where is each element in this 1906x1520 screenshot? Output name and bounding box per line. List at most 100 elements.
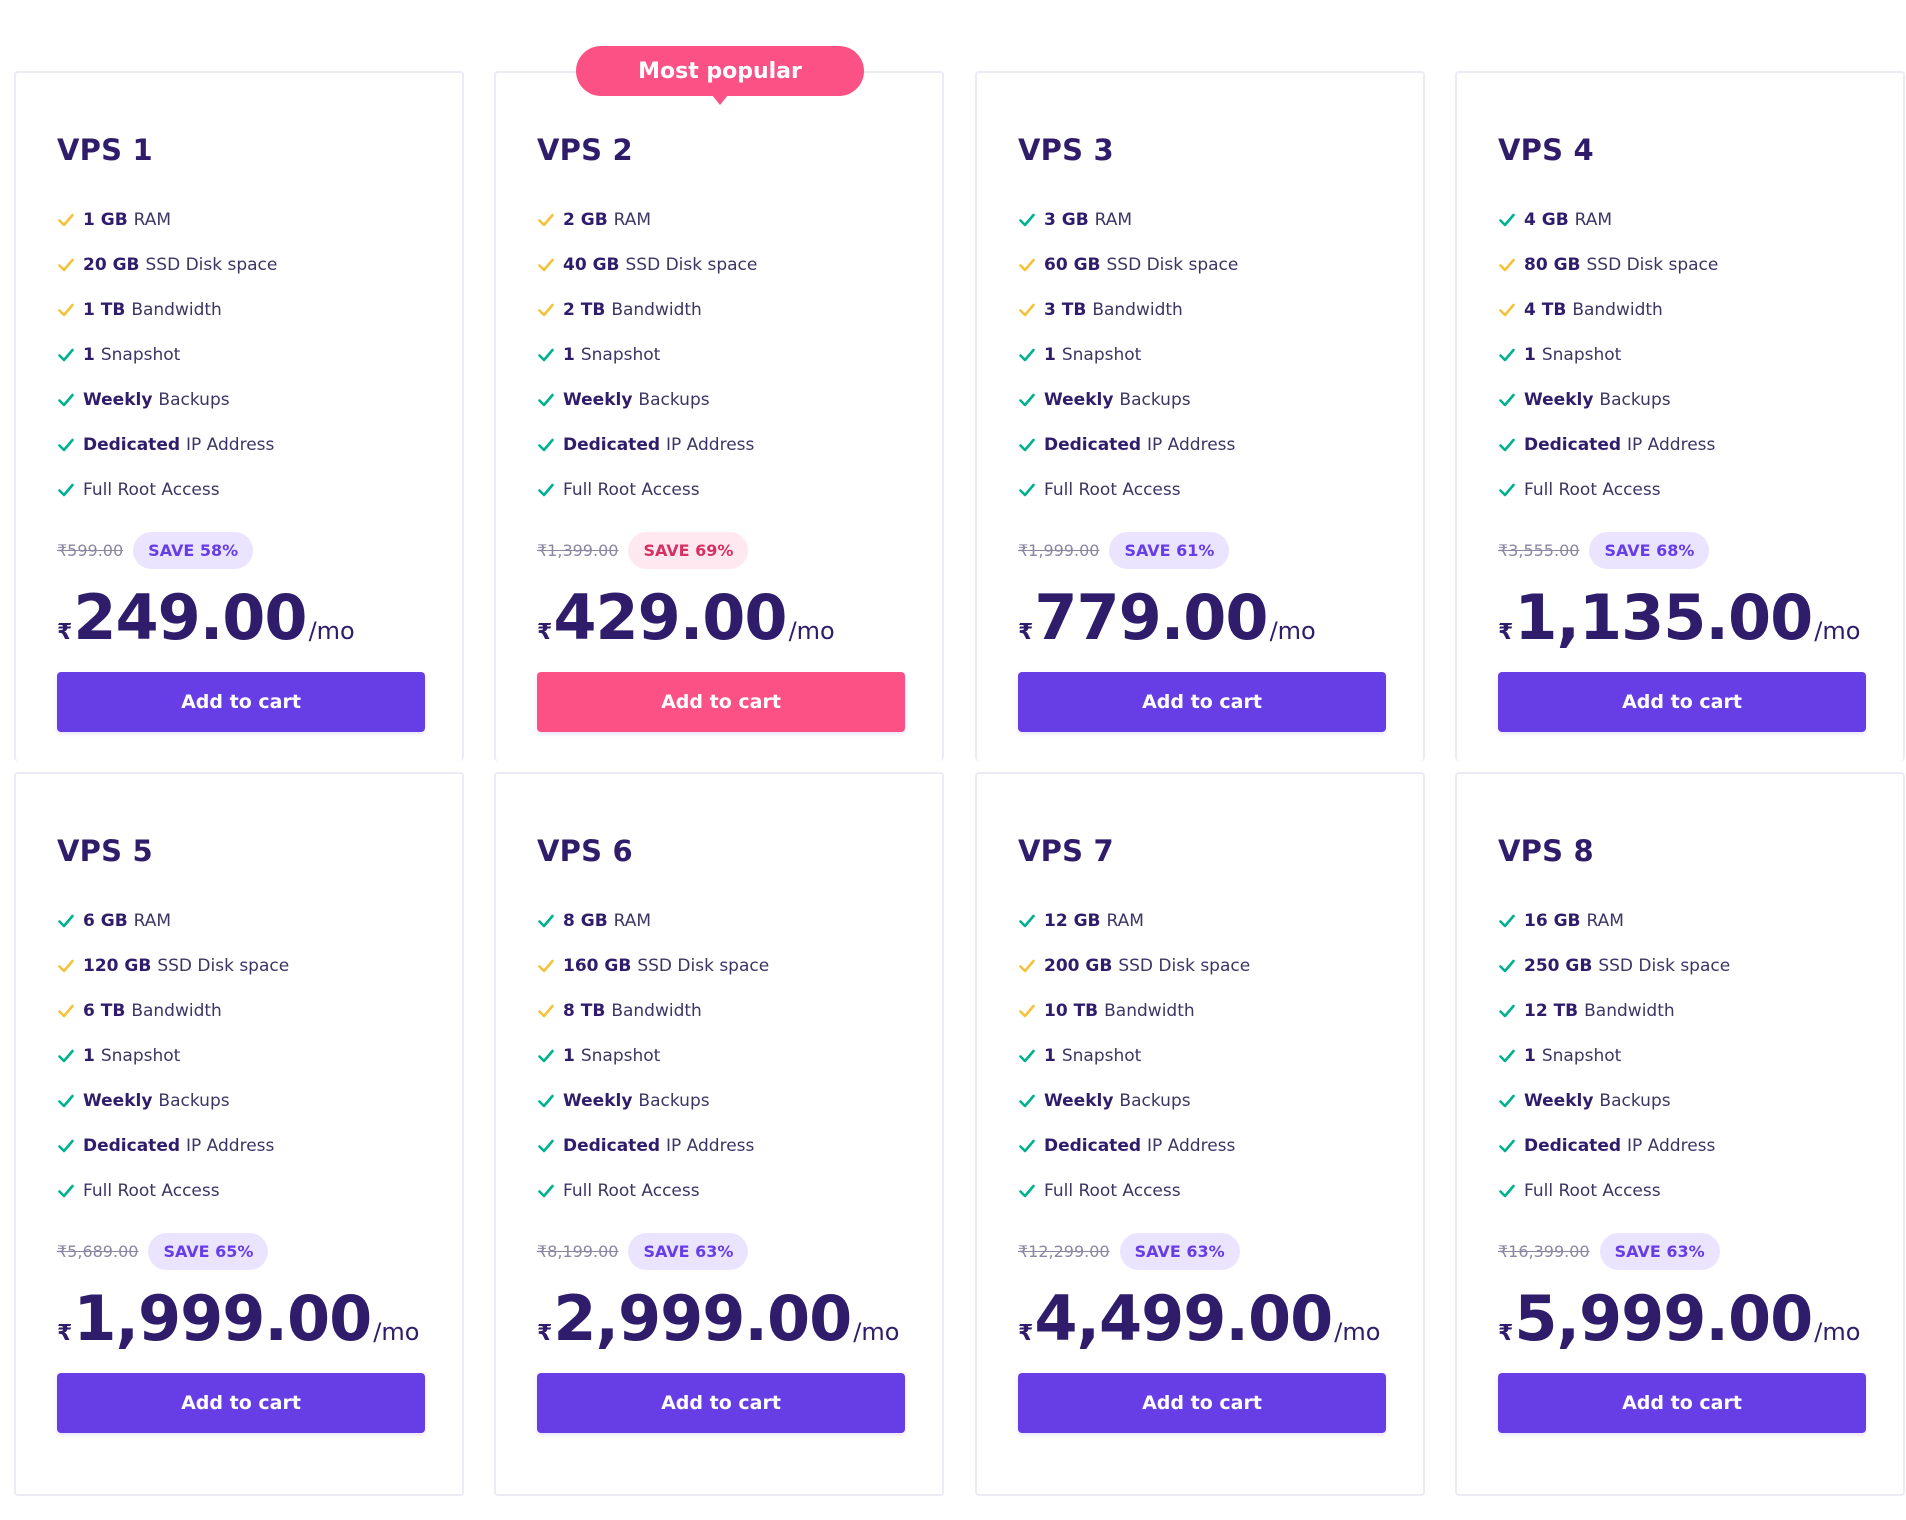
feature-label: SSD Disk space <box>625 254 758 275</box>
feature-label: IP Address <box>666 434 755 455</box>
check-icon <box>1498 1182 1516 1200</box>
discount-row: ₹3,555.00 SAVE 68% <box>1498 532 1710 569</box>
feature-label: IP Address <box>1627 434 1716 455</box>
feature-item: Full Root Access <box>1498 1168 1730 1213</box>
feature-item: 2 TB Bandwidth <box>537 287 757 332</box>
feature-label: SSD Disk space <box>1118 955 1251 976</box>
feature-value: Weekly <box>83 1090 153 1111</box>
feature-label: IP Address <box>1627 1135 1716 1156</box>
feature-value: 1 <box>1524 344 1536 365</box>
feature-value: 2 TB <box>563 299 606 320</box>
feature-label: IP Address <box>1147 1135 1236 1156</box>
add-to-cart-button[interactable]: Add to cart <box>1018 672 1386 732</box>
save-badge: SAVE 68% <box>1589 532 1710 569</box>
check-icon <box>537 436 555 454</box>
feature-list: 8 GB RAM 160 GB SSD Disk space 8 TB Bandwidth… <box>537 898 769 1213</box>
check-icon <box>57 1047 75 1065</box>
add-to-cart-button[interactable]: Add to cart <box>57 1373 425 1433</box>
add-to-cart-button[interactable]: Add to cart <box>537 672 905 732</box>
feature-value: 12 GB <box>1044 910 1101 931</box>
feature-label: RAM <box>133 209 172 230</box>
feature-label: Full Root Access <box>83 479 220 500</box>
feature-value: 2 GB <box>563 209 608 230</box>
check-icon <box>1498 1002 1516 1020</box>
feature-label: Bandwidth <box>1092 299 1183 320</box>
check-icon <box>1498 957 1516 975</box>
feature-label: IP Address <box>1147 434 1236 455</box>
price-amount: 779.00 <box>1034 581 1268 654</box>
feature-item: 40 GB SSD Disk space <box>537 242 757 287</box>
original-price: ₹1,999.00 <box>1018 541 1100 560</box>
feature-item: Full Root Access <box>1498 467 1718 512</box>
feature-label: Backups <box>1119 1090 1191 1111</box>
feature-value: 250 GB <box>1524 955 1593 976</box>
feature-value: 160 GB <box>563 955 632 976</box>
original-price: ₹16,399.00 <box>1498 1242 1590 1261</box>
discount-row: ₹8,199.00 SAVE 63% <box>537 1233 749 1270</box>
plan-name: VPS 8 <box>1498 834 1594 868</box>
add-to-cart-button[interactable]: Add to cart <box>1498 672 1866 732</box>
feature-label: Full Root Access <box>563 479 700 500</box>
feature-item: 6 GB RAM <box>57 898 289 943</box>
feature-item: Full Root Access <box>57 1168 289 1213</box>
original-price: ₹3,555.00 <box>1498 541 1580 560</box>
feature-item: Full Root Access <box>1018 467 1238 512</box>
check-icon <box>1498 301 1516 319</box>
feature-value: 200 GB <box>1044 955 1113 976</box>
price-period: /mo <box>373 1318 420 1346</box>
price-period: /mo <box>1334 1318 1381 1346</box>
feature-item: Dedicated IP Address <box>537 422 757 467</box>
feature-label: RAM <box>613 910 652 931</box>
add-to-cart-button[interactable]: Add to cart <box>1018 1373 1386 1433</box>
discount-row: ₹16,399.00 SAVE 63% <box>1498 1233 1720 1270</box>
original-price: ₹8,199.00 <box>537 1242 619 1261</box>
currency-symbol: ₹ <box>537 1321 553 1346</box>
feature-value: 16 GB <box>1524 910 1581 931</box>
feature-label: RAM <box>1106 910 1144 931</box>
check-icon <box>57 1092 75 1110</box>
feature-item: 3 TB Bandwidth <box>1018 287 1238 332</box>
check-icon <box>537 1182 555 1200</box>
feature-label: Snapshot <box>1541 344 1622 365</box>
price: ₹779.00/mo <box>1018 581 1316 655</box>
feature-item: 1 Snapshot <box>57 332 277 377</box>
feature-item: 2 GB RAM <box>537 197 757 242</box>
add-to-cart-button[interactable]: Add to cart <box>1498 1373 1866 1433</box>
currency-symbol: ₹ <box>1018 620 1034 645</box>
check-icon <box>57 1182 75 1200</box>
feature-label: RAM <box>1094 209 1133 230</box>
feature-item: 8 TB Bandwidth <box>537 988 769 1033</box>
feature-label: RAM <box>1586 910 1624 931</box>
feature-label: SSD Disk space <box>1598 955 1731 976</box>
check-icon <box>1498 481 1516 499</box>
feature-item: Weekly Backups <box>1018 1078 1250 1123</box>
feature-value: Dedicated <box>563 1135 661 1156</box>
check-icon <box>1498 391 1516 409</box>
feature-item: Full Root Access <box>537 467 757 512</box>
feature-item: 1 Snapshot <box>1018 1033 1250 1078</box>
check-icon <box>57 912 75 930</box>
discount-row: ₹1,999.00 SAVE 61% <box>1018 532 1230 569</box>
discount-row: ₹5,689.00 SAVE 65% <box>57 1233 269 1270</box>
feature-item: Dedicated IP Address <box>537 1123 769 1168</box>
feature-label: Full Root Access <box>563 1180 700 1201</box>
check-icon <box>1498 346 1516 364</box>
add-to-cart-button[interactable]: Add to cart <box>57 672 425 732</box>
feature-value: 6 GB <box>83 910 128 931</box>
feature-value: 1 <box>563 344 575 365</box>
discount-row: ₹599.00 SAVE 58% <box>57 532 254 569</box>
add-to-cart-button[interactable]: Add to cart <box>537 1373 905 1433</box>
feature-label: RAM <box>613 209 652 230</box>
feature-value: Dedicated <box>83 1135 181 1156</box>
feature-item: 4 GB RAM <box>1498 197 1718 242</box>
price-amount: 4,499.00 <box>1034 1282 1333 1355</box>
price-amount: 1,135.00 <box>1514 581 1813 654</box>
original-price: ₹599.00 <box>57 541 124 560</box>
feature-value: Dedicated <box>1524 434 1622 455</box>
feature-value: Weekly <box>563 1090 633 1111</box>
feature-label: RAM <box>133 910 172 931</box>
feature-value: Dedicated <box>563 434 661 455</box>
